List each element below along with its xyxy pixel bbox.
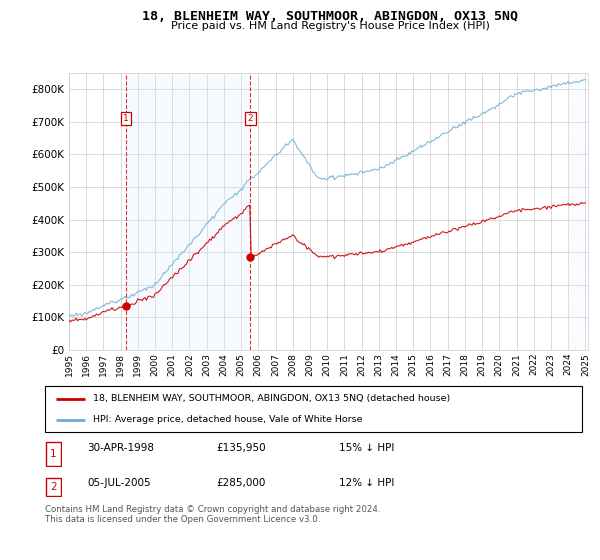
Text: 1: 1	[124, 114, 129, 123]
Bar	[568, 73, 587, 350]
Text: £285,000: £285,000	[216, 478, 265, 488]
Text: 30-APR-1998: 30-APR-1998	[87, 443, 154, 453]
FancyBboxPatch shape	[46, 478, 61, 496]
Text: £135,950: £135,950	[216, 443, 266, 453]
Text: 05-JUL-2005: 05-JUL-2005	[87, 478, 151, 488]
Text: Contains HM Land Registry data © Crown copyright and database right 2024.
This d: Contains HM Land Registry data © Crown c…	[45, 505, 380, 524]
Text: 2: 2	[248, 114, 253, 123]
FancyBboxPatch shape	[46, 442, 61, 465]
Text: HPI: Average price, detached house, Vale of White Horse: HPI: Average price, detached house, Vale…	[94, 416, 363, 424]
Text: 1: 1	[50, 449, 57, 459]
Text: 18, BLENHEIM WAY, SOUTHMOOR, ABINGDON, OX13 5NQ: 18, BLENHEIM WAY, SOUTHMOOR, ABINGDON, O…	[142, 10, 518, 22]
Text: 12% ↓ HPI: 12% ↓ HPI	[339, 478, 394, 488]
Text: Price paid vs. HM Land Registry's House Price Index (HPI): Price paid vs. HM Land Registry's House …	[170, 21, 490, 31]
FancyBboxPatch shape	[45, 386, 582, 432]
Text: 18, BLENHEIM WAY, SOUTHMOOR, ABINGDON, OX13 5NQ (detached house): 18, BLENHEIM WAY, SOUTHMOOR, ABINGDON, O…	[94, 394, 451, 403]
Bar	[127, 73, 250, 350]
Text: 15% ↓ HPI: 15% ↓ HPI	[339, 443, 394, 453]
Text: 2: 2	[50, 482, 57, 492]
